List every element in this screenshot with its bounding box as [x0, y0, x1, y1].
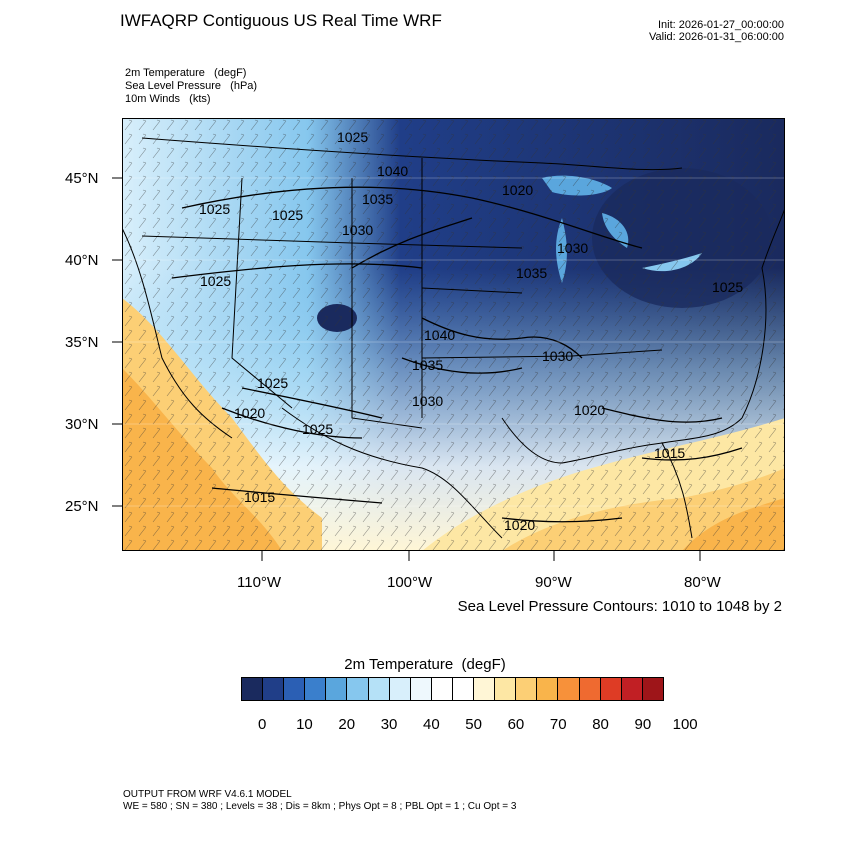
isobar-label: 1035	[362, 191, 393, 207]
lat-label-35: 35°N	[65, 334, 99, 351]
colorbar-swatch	[410, 678, 432, 700]
isobar-label: 1035	[412, 357, 443, 373]
colorbar-swatch	[537, 678, 559, 700]
colorbar-label: 40	[423, 716, 440, 733]
colorbar-swatch	[558, 678, 580, 700]
isobar-label: 1025	[302, 421, 333, 437]
contour-caption: Sea Level Pressure Contours: 1010 to 104…	[457, 598, 782, 615]
colorbar-swatch	[495, 678, 517, 700]
isobar-label: 1025	[337, 129, 368, 145]
isobar-label: 1020	[234, 405, 265, 421]
isobar-label: 1015	[654, 445, 685, 461]
colorbar-swatch	[326, 678, 348, 700]
colorbar-label: 80	[592, 716, 609, 733]
colorbar-swatch	[263, 678, 285, 700]
lon-label-80w: 80°W	[684, 574, 721, 591]
model-info: OUTPUT FROM WRF V4.6.1 MODEL WE = 580 ; …	[123, 789, 516, 813]
colorbar-label: 30	[380, 716, 398, 733]
colorbar-swatch	[642, 678, 663, 700]
colorbar-label: 60	[507, 716, 525, 733]
isobar-label: 1030	[412, 393, 443, 409]
colorbar-swatch	[347, 678, 369, 700]
colorbar-swatch	[242, 678, 264, 700]
latitude-ticks	[112, 177, 122, 507]
colorbar-swatch	[579, 678, 601, 700]
isobar-label: 1025	[712, 279, 743, 295]
isobar-label: 1040	[377, 163, 408, 179]
colorbar-label: 90	[634, 716, 652, 733]
run-times: Init: 2026-01-27_00:00:00 Valid: 2026-01…	[649, 19, 784, 43]
colorbar-swatch	[368, 678, 390, 700]
isobar-label: 1015	[244, 489, 275, 505]
colorbar-swatch	[600, 678, 622, 700]
isobar-label: 1020	[574, 402, 605, 418]
lat-label-25: 25°N	[65, 498, 99, 515]
isobar-label: 1035	[516, 265, 547, 281]
isobar-label: 1030	[557, 240, 588, 256]
isobar-label: 1025	[272, 207, 303, 223]
colorbar-label: 70	[549, 716, 567, 733]
colorbar-label: 10	[296, 716, 313, 733]
weather-map: 1025 1040 1025 1025 1035 1030 1020 1035 …	[122, 118, 785, 551]
longitude-ticks	[261, 551, 701, 561]
isobar-label: 1020	[504, 517, 535, 533]
colorbar-swatch	[431, 678, 453, 700]
temperature-colorbar	[241, 677, 664, 701]
colorbar-swatch	[284, 678, 306, 700]
lat-label-30: 30°N	[65, 416, 99, 433]
colorbar-label: 50	[465, 716, 482, 733]
colorbar-label: 20	[338, 716, 356, 733]
variable-list: 2m Temperature (degF) Sea Level Pressure…	[125, 67, 257, 106]
lon-label-100w: 100°W	[387, 574, 433, 591]
lat-label-40: 40°N	[65, 252, 99, 269]
isobar-label: 1025	[199, 201, 230, 217]
isobar-label: 1025	[200, 273, 231, 289]
lon-label-90w: 90°W	[535, 574, 572, 591]
colorbar-swatch	[474, 678, 496, 700]
colorbar-label: 0	[257, 716, 267, 733]
model-config: WE = 580 ; SN = 380 ; Levels = 38 ; Dis …	[123, 801, 517, 812]
isobar-label: 1040	[424, 327, 455, 343]
colorbar-swatch	[305, 678, 327, 700]
variable-pressure: Sea Level Pressure (hPa)	[125, 80, 258, 92]
colorbar-swatch	[621, 678, 643, 700]
isobar-label: 1020	[502, 182, 533, 198]
colorbar-swatch	[389, 678, 411, 700]
valid-time: Valid: 2026-01-31_06:00:00	[649, 31, 784, 43]
colorbar-swatch	[516, 678, 538, 700]
colorbar-label: 100	[672, 716, 698, 733]
isobar-label: 1030	[342, 222, 373, 238]
model-version: OUTPUT FROM WRF V4.6.1 MODEL	[123, 789, 292, 800]
lat-label-45: 45°N	[65, 170, 99, 187]
isobar-label: 1030	[542, 348, 573, 364]
lon-label-110w: 110°W	[237, 574, 282, 591]
map-title: IWFAQRP Contiguous US Real Time WRF	[120, 11, 442, 30]
variable-winds: 10m Winds (kts)	[125, 93, 211, 105]
colorbar-title: 2m Temperature (degF)	[344, 656, 506, 673]
init-time: Init: 2026-01-27_00:00:00	[658, 19, 784, 31]
variable-temperature: 2m Temperature (degF)	[125, 67, 247, 79]
colorbar-swatch	[452, 678, 475, 700]
isobar-label: 1025	[257, 375, 288, 391]
